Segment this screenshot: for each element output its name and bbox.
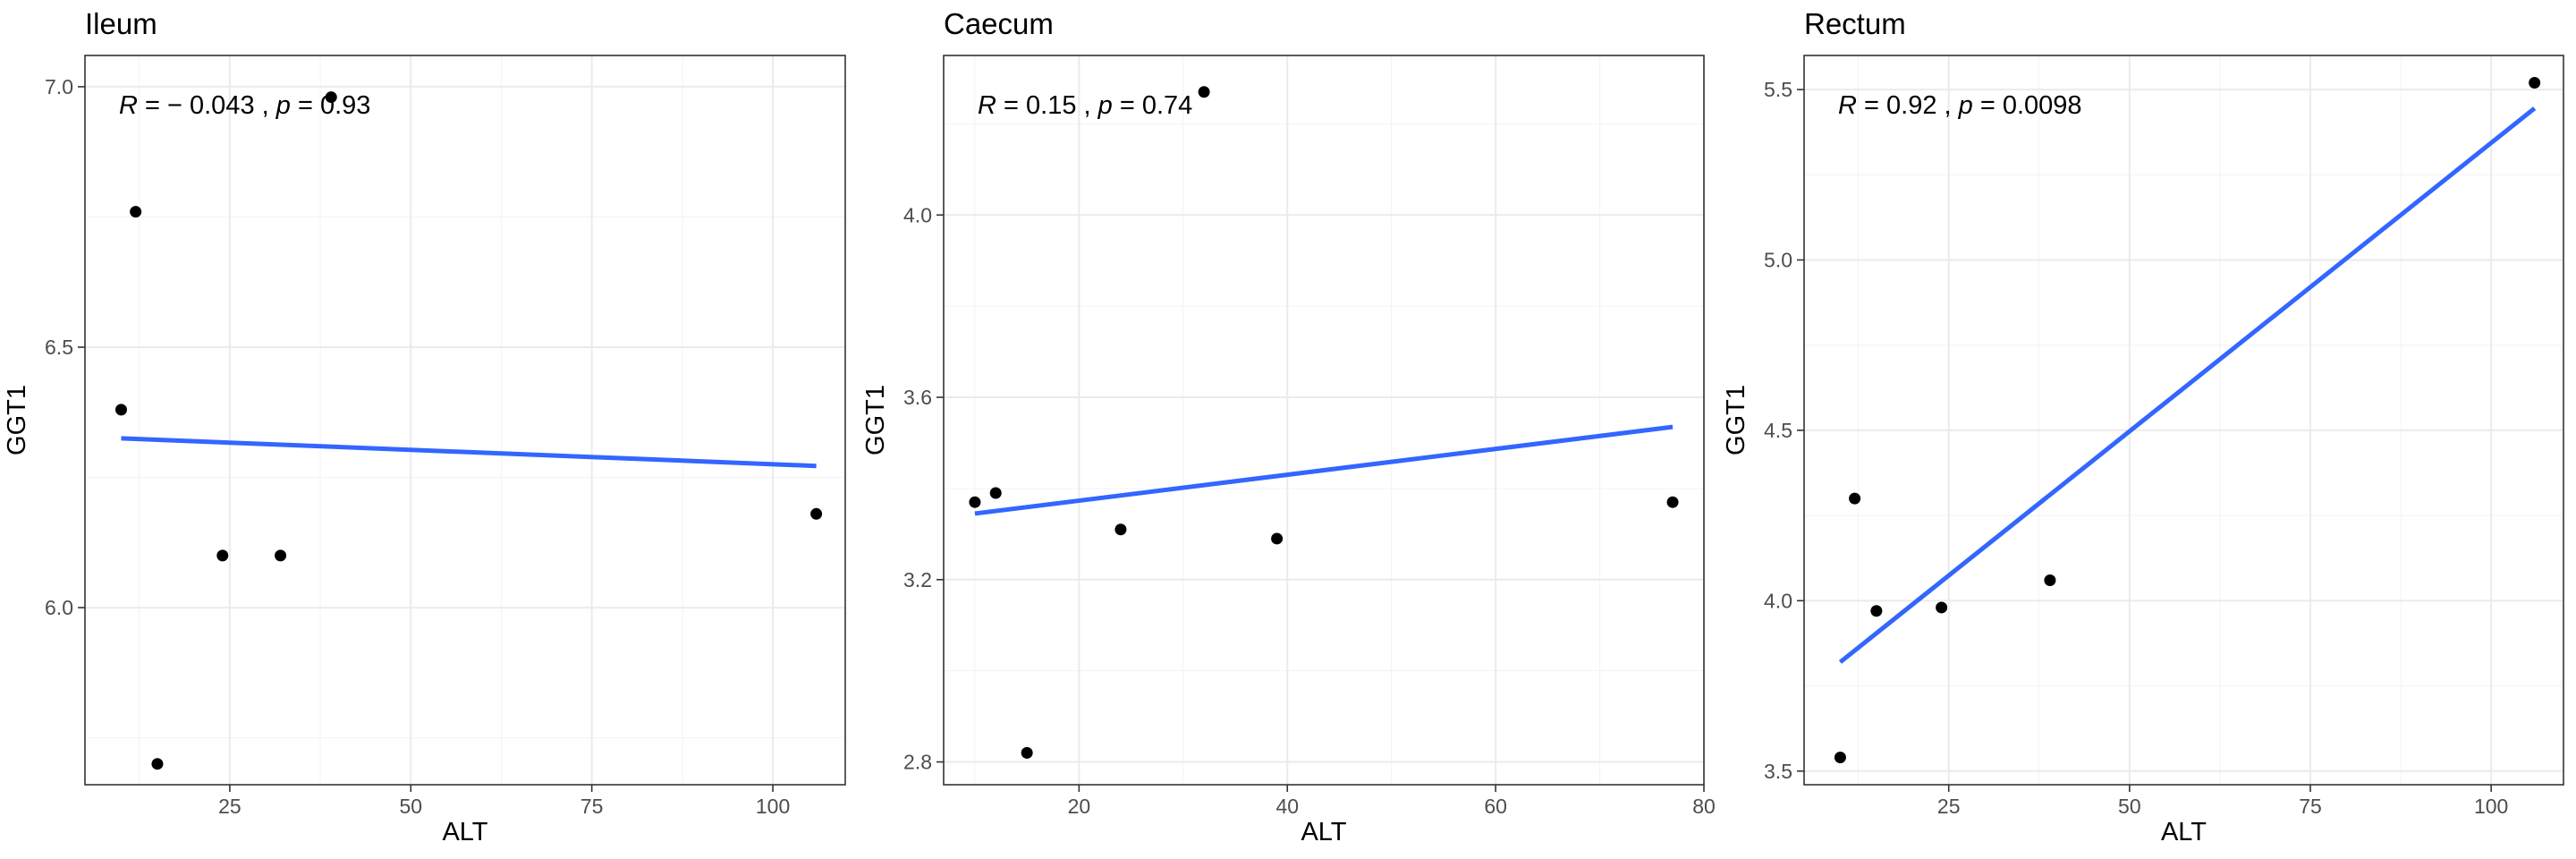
- data-point: [1666, 496, 1679, 508]
- y-tick-label: 5.5: [1764, 78, 1792, 101]
- x-tick-label: 100: [2474, 795, 2508, 818]
- y-tick-label: 6.5: [45, 336, 73, 359]
- regression-line: [1838, 106, 2537, 664]
- y-tick-label: 3.5: [1764, 760, 1792, 783]
- y-tick-label: 6.0: [45, 596, 73, 619]
- correlation-annotation: R = − 0.043 , p = 0.93: [119, 91, 370, 120]
- data-point: [114, 404, 127, 416]
- correlation-annotation: R = 0.92 , p = 0.0098: [1838, 91, 2082, 120]
- data-point: [1834, 752, 1846, 764]
- data-point: [1849, 492, 1861, 505]
- y-axis-title: GGT1: [1722, 385, 1750, 455]
- data-point: [1114, 523, 1127, 536]
- x-tick-label: 50: [2118, 795, 2141, 818]
- y-axis-title: GGT1: [861, 385, 890, 455]
- data-point: [1021, 746, 1033, 759]
- data-point: [1198, 86, 1210, 98]
- x-tick-label: 25: [218, 795, 242, 818]
- x-tick-label: 20: [1068, 795, 1091, 818]
- y-tick-label: 3.2: [903, 568, 932, 591]
- annotation-r-value: = 0.15 ,: [996, 91, 1098, 120]
- correlation-annotation: R = 0.15 , p = 0.74: [978, 91, 1192, 120]
- data-point: [275, 549, 287, 562]
- data-point: [1870, 605, 1883, 617]
- x-tick-label: 40: [1275, 795, 1299, 818]
- data-point: [216, 549, 229, 562]
- annotation-p-label: p: [275, 91, 291, 120]
- annotation-p-value: = 0.93: [291, 91, 371, 120]
- annotation-r-value: = 0.92 ,: [1857, 91, 1959, 120]
- x-tick-label: 60: [1484, 795, 1507, 818]
- x-tick-label: 75: [2299, 795, 2322, 818]
- panel-border: [943, 55, 1705, 786]
- data-point: [1271, 532, 1284, 545]
- y-tick-label: 3.6: [903, 386, 932, 409]
- annotation-p-label: p: [1958, 91, 1973, 120]
- y-tick-label: 4.0: [903, 203, 932, 226]
- panel-border: [1803, 55, 2564, 786]
- x-axis-title: ALT: [442, 818, 487, 846]
- data-point: [810, 507, 823, 520]
- panel-rectum: 25 50 75 100 3.5 4.0 4.5 5.0 5.5 R = 0.92 , p = 0…: [1722, 7, 2564, 846]
- annotation-p-label: p: [1097, 91, 1113, 120]
- y-tick-label: 4.0: [1764, 589, 1792, 612]
- y-tick-label: 4.5: [1764, 419, 1792, 442]
- panel-title: Caecum: [944, 7, 1054, 40]
- data-point: [1936, 601, 1948, 614]
- x-axis-title: ALT: [1301, 818, 1346, 846]
- y-tick-label: 7.0: [45, 75, 73, 98]
- y-tick-label: 5.0: [1764, 249, 1792, 272]
- panel-title: Ileum: [85, 7, 157, 40]
- data-point: [2529, 76, 2541, 89]
- annotation-p-value: = 0.74: [1113, 91, 1193, 120]
- x-axis-title: ALT: [2161, 818, 2207, 846]
- annotation-r-label: R: [1838, 91, 1857, 120]
- data-point: [969, 496, 981, 508]
- annotation-r-label: R: [978, 91, 996, 120]
- data-point: [130, 206, 142, 218]
- x-tick-label: 75: [580, 795, 604, 818]
- x-tick-label: 100: [756, 795, 790, 818]
- panel-border: [84, 55, 846, 786]
- data-point: [151, 758, 164, 770]
- data-point: [2044, 574, 2056, 586]
- annotation-p-value: = 0.0098: [1973, 91, 2082, 120]
- panel-ileum: 25 50 75 100 6.0 6.5 7.0 R = − 0.043 , p = 0.93…: [3, 7, 846, 846]
- regression-line: [974, 424, 1674, 516]
- x-tick-label: 50: [399, 795, 422, 818]
- annotation-r-value: = − 0.043 ,: [138, 91, 276, 120]
- panel-title: Rectum: [1804, 7, 1906, 40]
- data-point: [325, 91, 337, 104]
- data-point: [989, 487, 1002, 499]
- panel-caecum: 20 40 60 80 2.8 3.2 3.6 4.0 R = 0.15 , p = 0.74 C…: [861, 7, 1716, 846]
- x-tick-label: 80: [1692, 795, 1716, 818]
- y-axis-title: GGT1: [3, 385, 31, 455]
- x-tick-label: 25: [1937, 795, 1961, 818]
- annotation-r-label: R: [119, 91, 138, 120]
- regression-line: [121, 436, 817, 469]
- y-tick-label: 2.8: [903, 751, 932, 774]
